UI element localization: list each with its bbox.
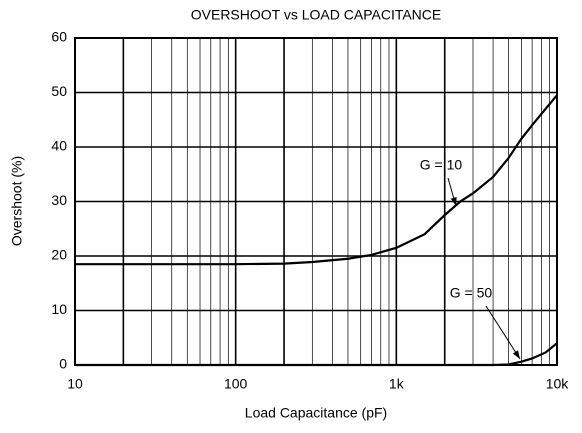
x-tick-label: 100 bbox=[224, 376, 248, 392]
x-tick-label: 10k bbox=[546, 376, 570, 392]
annotation: G = 10 bbox=[420, 157, 463, 173]
y-tick-label: 20 bbox=[51, 247, 67, 263]
x-axis-label: Load Capacitance (pF) bbox=[245, 405, 387, 421]
arrow-head bbox=[450, 197, 457, 206]
y-axis-label: Overshoot (%) bbox=[9, 156, 25, 246]
y-tick-label: 50 bbox=[51, 83, 67, 99]
series-line bbox=[75, 94, 558, 266]
arrow-head bbox=[512, 350, 520, 359]
x-tick-label: 1k bbox=[389, 376, 405, 392]
series-line bbox=[75, 342, 558, 367]
x-tick-label: 10 bbox=[67, 376, 83, 392]
annotation-arrow bbox=[485, 305, 521, 360]
y-tick-label: 0 bbox=[59, 356, 67, 372]
y-tick-label: 30 bbox=[51, 192, 67, 208]
y-tick-label: 40 bbox=[51, 138, 67, 154]
y-tick-label: 10 bbox=[51, 301, 67, 317]
y-tick-label: 60 bbox=[51, 29, 67, 45]
chart-title: OVERSHOOT vs LOAD CAPACITANCE bbox=[191, 7, 442, 23]
annotation: G = 50 bbox=[450, 285, 493, 301]
